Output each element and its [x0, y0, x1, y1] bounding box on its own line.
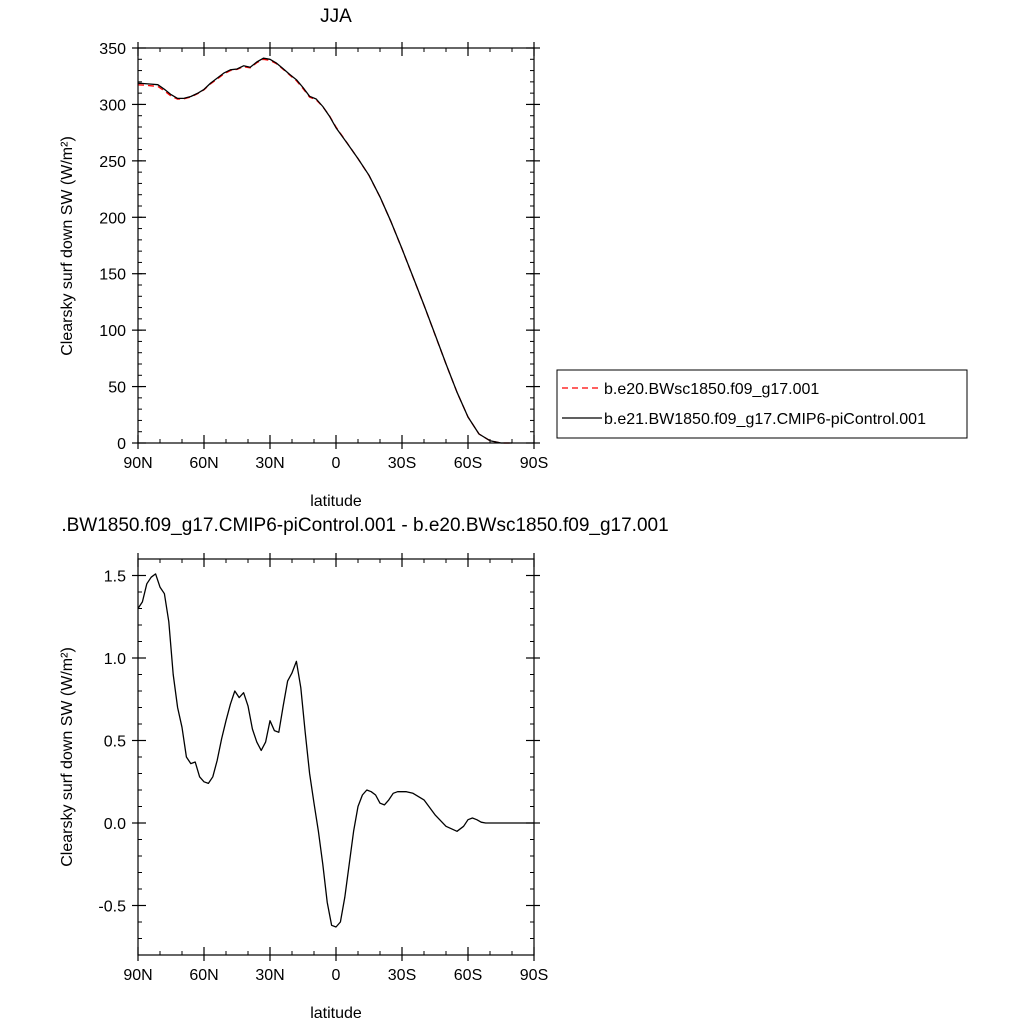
bottom-chart-xlabel: latitude [310, 1005, 362, 1022]
y-tick-label: 1.5 [104, 569, 126, 586]
y-tick-label: 50 [108, 380, 126, 397]
top-chart-title: JJA [320, 6, 352, 27]
x-tick-label: 90N [123, 455, 152, 472]
x-tick-label: 90N [123, 967, 152, 984]
y-tick-label: 0.0 [104, 816, 126, 833]
x-tick-label: 30S [388, 455, 416, 472]
bottom-chart-title: .BW1850.f09_g17.CMIP6-piControl.001 - b.… [61, 515, 668, 536]
top-chart-xlabel: latitude [310, 493, 362, 510]
y-tick-label: -0.5 [98, 899, 126, 916]
top-chart-series-line-2 [137, 57, 512, 444]
y-tick-label: 250 [99, 154, 126, 171]
y-tick-label: 1.0 [104, 651, 126, 668]
top-chart-ylabel: Clearsky surf down SW (W/m²) [59, 136, 76, 356]
y-tick-label: 150 [99, 267, 126, 284]
x-tick-label: 60S [454, 967, 482, 984]
top-chart-plot-area: 90N 60N 30N 0 30S 60S 90S 0 50 100 150 200 250 300 350 [99, 41, 548, 472]
top-chart-legend: b.e20.BWsc1850.f09_g17.001 b.e21.BW1850.… [556, 369, 968, 439]
top-chart-frame [137, 47, 535, 444]
y-tick-label: 200 [99, 210, 126, 227]
legend-label-series-1: b.e20.BWsc1850.f09_g17.001 [604, 381, 819, 398]
bottom-chart-ylabel: Clearsky surf down SW (W/m²) [59, 647, 76, 867]
bottom-chart-frame [137, 558, 535, 956]
top-chart-panel: JJA 90N 60N 30N 0 30S 60S 90S 0 50 100 150 200 250 30… [59, 6, 548, 510]
y-tick-label: 0.5 [104, 734, 126, 751]
x-tick-label: 60N [189, 967, 218, 984]
x-tick-label: 90S [520, 455, 548, 472]
legend-box [556, 369, 968, 439]
top-chart-series-line-1 [137, 58, 512, 444]
y-tick-label: 0 [117, 436, 126, 453]
bottom-chart-plot-area: 90N 60N 30N 0 30S 60S 90S -0.5 0.0 0.5 1.0 1.5 [98, 553, 548, 984]
x-tick-label: 30S [388, 967, 416, 984]
bottom-chart-series-line-1 [137, 573, 534, 928]
bottom-chart-panel: .BW1850.f09_g17.CMIP6-piControl.001 - b.… [59, 515, 669, 1022]
x-tick-label: 60S [454, 455, 482, 472]
x-tick-label: 90S [520, 967, 548, 984]
x-tick-label: 30N [255, 967, 284, 984]
y-tick-label: 300 [99, 97, 126, 114]
legend-label-series-2: b.e21.BW1850.f09_g17.CMIP6-piControl.001 [604, 411, 926, 428]
x-tick-label: 0 [332, 967, 341, 984]
x-tick-label: 60N [189, 455, 218, 472]
x-tick-label: 30N [255, 455, 284, 472]
y-tick-label: 100 [99, 323, 126, 340]
y-tick-label: 350 [99, 41, 126, 58]
x-tick-label: 0 [332, 455, 341, 472]
